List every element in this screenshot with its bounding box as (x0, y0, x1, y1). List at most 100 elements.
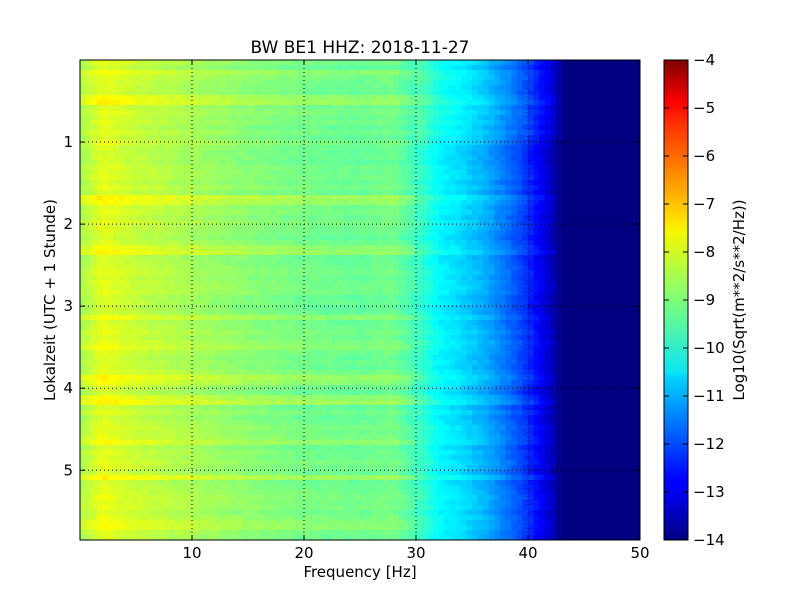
heatmap-cell (427, 280, 434, 286)
heatmap-cell (522, 125, 529, 131)
heatmap-cell (466, 245, 473, 251)
heatmap-cell (287, 115, 294, 121)
heatmap-cell (208, 275, 215, 281)
heatmap-cell (281, 65, 288, 71)
heatmap-cell (315, 250, 322, 256)
heatmap-cell (85, 90, 92, 96)
heatmap-cell (544, 135, 551, 141)
heatmap-cell (203, 125, 210, 131)
heatmap-cell (522, 245, 529, 251)
heatmap-cell (264, 70, 271, 76)
heatmap-cell (192, 245, 199, 251)
heatmap-cell (152, 110, 159, 116)
heatmap-cell (488, 150, 495, 156)
heatmap-cell (539, 220, 546, 226)
heatmap-cell (281, 95, 288, 101)
heatmap-cell (287, 80, 294, 86)
heatmap-cell (326, 300, 333, 306)
heatmap-cell (169, 260, 176, 266)
heatmap-cell (533, 185, 540, 191)
heatmap-cell (528, 80, 535, 86)
heatmap-cell (584, 285, 591, 291)
heatmap-cell (522, 135, 529, 141)
heatmap-cell (253, 255, 260, 261)
heatmap-cell (444, 155, 451, 161)
heatmap-cell (203, 195, 210, 201)
heatmap-cell (164, 85, 171, 91)
heatmap-cell (141, 210, 148, 216)
heatmap-cell (550, 295, 557, 301)
heatmap-cell (584, 85, 591, 91)
heatmap-cell (80, 160, 87, 166)
heatmap-cell (360, 240, 367, 246)
heatmap-cell (220, 195, 227, 201)
heatmap-cell (477, 280, 484, 286)
heatmap-cell (410, 150, 417, 156)
heatmap-cell (292, 185, 299, 191)
heatmap-cell (528, 170, 535, 176)
heatmap-cell (371, 230, 378, 236)
heatmap-cell (309, 160, 316, 166)
heatmap-cell (169, 195, 176, 201)
heatmap-cell (281, 305, 288, 311)
heatmap-cell (393, 185, 400, 191)
heatmap-cell (444, 175, 451, 181)
heatmap-cell (320, 235, 327, 241)
heatmap-cell (444, 85, 451, 91)
heatmap-cell (371, 160, 378, 166)
heatmap-cell (544, 235, 551, 241)
heatmap-cell (606, 135, 613, 141)
heatmap-cell (214, 265, 221, 271)
heatmap-cell (242, 80, 249, 86)
heatmap-cell (595, 250, 602, 256)
heatmap-cell (500, 250, 507, 256)
heatmap-cell (382, 225, 389, 231)
heatmap-cell (360, 215, 367, 221)
heatmap-cell (354, 185, 361, 191)
heatmap-cell (494, 200, 501, 206)
heatmap-cell (315, 100, 322, 106)
heatmap-cell (130, 205, 137, 211)
heatmap-cell (544, 270, 551, 276)
heatmap-cell (85, 130, 92, 136)
heatmap-cell (253, 110, 260, 116)
heatmap-cell (404, 195, 411, 201)
heatmap-cell (276, 75, 283, 81)
heatmap-cell (259, 220, 266, 226)
heatmap-cell (332, 185, 339, 191)
heatmap-cell (175, 135, 182, 141)
heatmap-cell (337, 135, 344, 141)
heatmap-cell (259, 295, 266, 301)
heatmap-cell (432, 190, 439, 196)
heatmap-cell (136, 140, 143, 146)
heatmap-cell (511, 95, 518, 101)
heatmap-cell (259, 110, 266, 116)
heatmap-cell (444, 70, 451, 76)
heatmap-cell (292, 175, 299, 181)
heatmap-cell (572, 90, 579, 96)
heatmap-cell (102, 165, 109, 171)
heatmap-cell (85, 70, 92, 76)
heatmap-cell (578, 285, 585, 291)
heatmap-cell (416, 75, 423, 81)
heatmap-cell (393, 210, 400, 216)
heatmap-cell (550, 165, 557, 171)
heatmap-cell (186, 185, 193, 191)
heatmap-cell (259, 75, 266, 81)
heatmap-cell (102, 285, 109, 291)
heatmap-cell (276, 100, 283, 106)
heatmap-cell (186, 120, 193, 126)
heatmap-cell (136, 210, 143, 216)
heatmap-cell (410, 245, 417, 251)
heatmap-cell (236, 210, 243, 216)
heatmap-cell (281, 280, 288, 286)
heatmap-cell (119, 175, 126, 181)
heatmap-cell (220, 145, 227, 151)
heatmap-cell (315, 190, 322, 196)
heatmap-cell (326, 220, 333, 226)
heatmap-cell (354, 110, 361, 116)
heatmap-cell (578, 155, 585, 161)
heatmap-cell (360, 70, 367, 76)
heatmap-cell (354, 150, 361, 156)
heatmap-cell (416, 125, 423, 131)
